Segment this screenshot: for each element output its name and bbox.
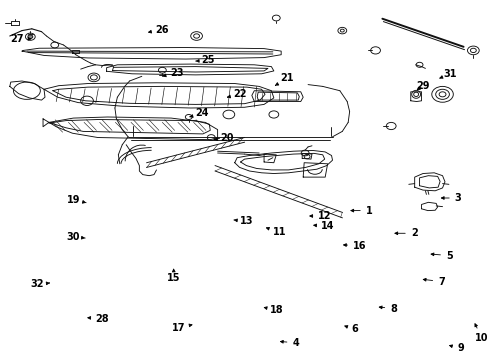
Text: 1: 1 xyxy=(350,206,372,216)
Text: 11: 11 xyxy=(266,227,286,237)
Text: 14: 14 xyxy=(313,221,334,231)
Text: 17: 17 xyxy=(172,323,192,333)
Text: 4: 4 xyxy=(280,338,299,348)
Text: 21: 21 xyxy=(275,73,294,85)
Text: 32: 32 xyxy=(30,279,49,289)
Text: 15: 15 xyxy=(167,269,181,283)
Text: 12: 12 xyxy=(309,211,331,221)
Text: 20: 20 xyxy=(214,132,233,143)
Text: 26: 26 xyxy=(148,24,169,35)
Text: 3: 3 xyxy=(441,193,461,203)
Text: 18: 18 xyxy=(264,305,284,315)
Text: 8: 8 xyxy=(379,303,396,314)
Circle shape xyxy=(28,35,33,39)
Text: 29: 29 xyxy=(416,81,429,91)
Text: 28: 28 xyxy=(88,314,108,324)
Text: 24: 24 xyxy=(189,108,209,118)
Text: 19: 19 xyxy=(67,195,86,205)
Text: 22: 22 xyxy=(227,89,246,99)
Text: 5: 5 xyxy=(430,251,452,261)
Text: 6: 6 xyxy=(344,324,357,334)
Text: 16: 16 xyxy=(343,240,366,251)
Text: 10: 10 xyxy=(474,324,488,343)
Text: 30: 30 xyxy=(66,232,85,242)
Text: 9: 9 xyxy=(448,343,463,354)
Text: 2: 2 xyxy=(394,228,417,238)
Text: 25: 25 xyxy=(196,55,215,66)
Text: 23: 23 xyxy=(163,68,183,78)
Text: 7: 7 xyxy=(423,276,444,287)
Text: 13: 13 xyxy=(234,216,253,226)
Text: 31: 31 xyxy=(439,69,456,79)
Text: 27: 27 xyxy=(10,34,31,44)
